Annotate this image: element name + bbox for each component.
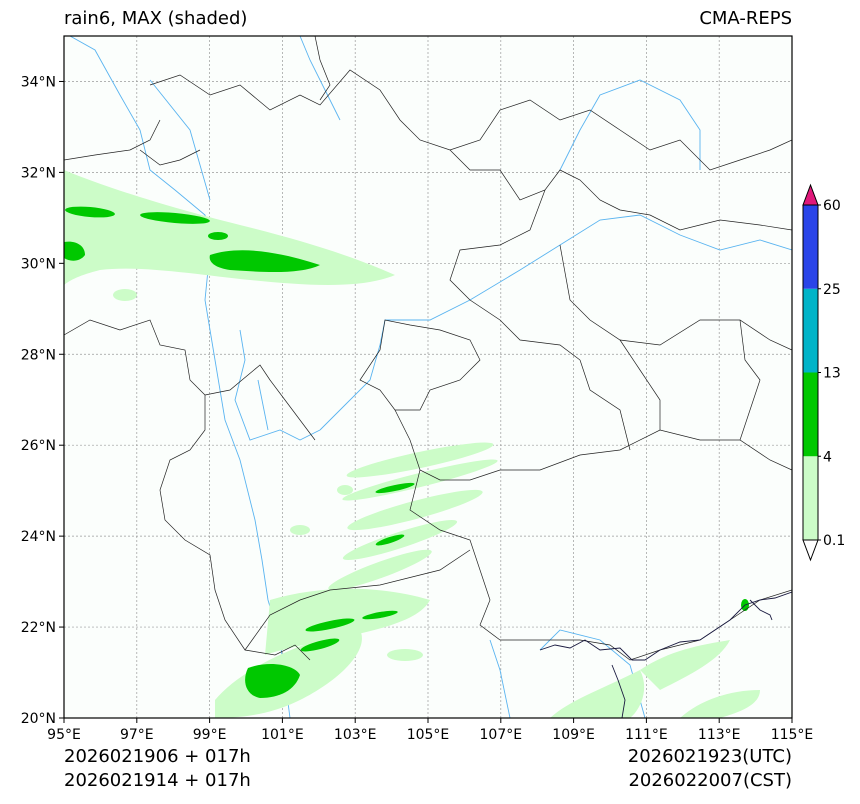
init-time-utc: 2026021906 + 017h bbox=[64, 746, 251, 767]
colorbar-segment bbox=[803, 205, 818, 289]
latitude-axis: 20°N 22°N 24°N 26°N 28°N 30°N 32°N 34°N bbox=[21, 74, 64, 727]
lon-tick-label: 95°E bbox=[47, 727, 81, 743]
colorbar-over-arrow bbox=[802, 183, 819, 206]
lat-tick-label: 22°N bbox=[21, 620, 56, 636]
lon-tick-label: 97°E bbox=[120, 727, 154, 743]
lat-tick-label: 20°N bbox=[21, 711, 56, 727]
map-title: rain6, MAX (shaded) bbox=[64, 8, 248, 29]
lat-tick-label: 32°N bbox=[21, 165, 56, 181]
province-borders bbox=[64, 36, 792, 661]
model-name: CMA-REPS bbox=[699, 8, 792, 29]
lon-tick-label: 101°E bbox=[261, 727, 304, 743]
colorbar-segment bbox=[803, 372, 818, 457]
colorbar-segment bbox=[803, 456, 818, 540]
init-time-cst: 2026021914 + 017h bbox=[64, 770, 251, 791]
lat-tick-label: 24°N bbox=[21, 529, 56, 545]
valid-time-utc: 2026021923(UTC) bbox=[627, 746, 792, 767]
lat-tick-label: 28°N bbox=[21, 347, 56, 363]
colorbar-label: 13 bbox=[823, 366, 841, 382]
rivers bbox=[69, 36, 792, 718]
lon-tick-label: 113°E bbox=[698, 727, 741, 743]
colorbar-under-arrow bbox=[802, 539, 819, 562]
lon-tick-label: 103°E bbox=[334, 727, 377, 743]
colorbar: 0.1 4 13 25 60 bbox=[802, 183, 845, 562]
longitude-axis: 95°E 97°E 99°E 101°E 103°E 105°E 107°E 109°E 111… bbox=[47, 718, 813, 743]
colorbar-segment bbox=[803, 288, 818, 373]
rain-shading bbox=[64, 170, 760, 718]
valid-time-cst: 2026022007(CST) bbox=[628, 770, 792, 791]
colorbar-label: 25 bbox=[823, 282, 841, 298]
lat-tick-label: 34°N bbox=[21, 74, 56, 90]
colorbar-label: 4 bbox=[823, 449, 832, 465]
lat-tick-label: 26°N bbox=[21, 438, 56, 454]
lon-tick-label: 115°E bbox=[771, 727, 814, 743]
lon-tick-label: 109°E bbox=[552, 727, 595, 743]
lat-tick-label: 30°N bbox=[21, 256, 56, 272]
lon-tick-label: 111°E bbox=[625, 727, 668, 743]
lon-tick-label: 99°E bbox=[193, 727, 227, 743]
colorbar-label: 0.1 bbox=[823, 533, 845, 549]
lon-tick-label: 105°E bbox=[407, 727, 450, 743]
coastline bbox=[539, 591, 792, 718]
lon-tick-label: 107°E bbox=[480, 727, 523, 743]
colorbar-label: 60 bbox=[823, 198, 841, 214]
